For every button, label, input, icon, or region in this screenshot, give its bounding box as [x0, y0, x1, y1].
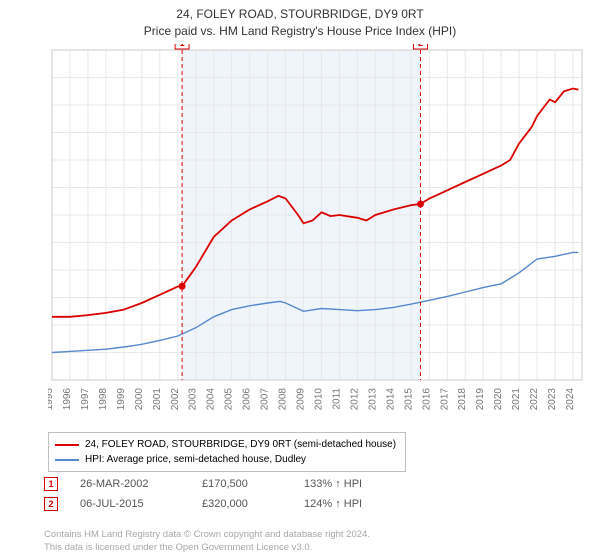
legend-swatch	[55, 459, 79, 461]
title-block: 24, FOLEY ROAD, STOURBRIDGE, DY9 0RT Pri…	[0, 0, 600, 40]
legend: 24, FOLEY ROAD, STOURBRIDGE, DY9 0RT (se…	[48, 432, 406, 472]
legend-swatch	[55, 444, 79, 446]
footer-note: Contains HM Land Registry data © Crown c…	[44, 529, 370, 554]
sales-row: 1 26-MAR-2002 £170,500 133% ↑ HPI	[44, 474, 404, 494]
svg-text:1995: 1995	[48, 388, 55, 411]
legend-item: HPI: Average price, semi-detached house,…	[55, 452, 399, 467]
svg-text:1996: 1996	[62, 388, 73, 411]
svg-text:2020: 2020	[493, 388, 504, 411]
footer-line2: This data is licensed under the Open Gov…	[44, 542, 370, 554]
svg-text:1998: 1998	[98, 388, 109, 411]
legend-label: 24, FOLEY ROAD, STOURBRIDGE, DY9 0RT (se…	[85, 437, 396, 452]
sale-price: £170,500	[202, 478, 282, 490]
svg-text:2008: 2008	[278, 388, 289, 411]
sale-date: 26-MAR-2002	[80, 478, 180, 490]
svg-text:2007: 2007	[260, 388, 271, 411]
svg-text:2017: 2017	[439, 388, 450, 411]
sale-badge-icon: 2	[44, 497, 58, 511]
svg-text:2006: 2006	[242, 388, 253, 411]
title-line1: 24, FOLEY ROAD, STOURBRIDGE, DY9 0RT	[0, 6, 600, 23]
svg-text:2011: 2011	[331, 388, 342, 410]
svg-text:1997: 1997	[80, 388, 91, 411]
svg-text:1: 1	[180, 44, 185, 48]
chart-svg: £0£50K£100K£150K£200K£250K£300K£350K£400…	[48, 44, 588, 424]
sale-badge-icon: 1	[44, 477, 58, 491]
svg-text:2012: 2012	[349, 388, 360, 411]
svg-text:2019: 2019	[475, 388, 486, 411]
svg-text:2023: 2023	[547, 388, 558, 411]
legend-label: HPI: Average price, semi-detached house,…	[85, 452, 306, 467]
svg-text:2021: 2021	[511, 388, 522, 411]
svg-text:2015: 2015	[403, 388, 414, 411]
chart-container: 24, FOLEY ROAD, STOURBRIDGE, DY9 0RT Pri…	[0, 0, 600, 560]
svg-text:2005: 2005	[224, 388, 235, 411]
sale-price: £320,000	[202, 498, 282, 510]
svg-text:2004: 2004	[206, 388, 217, 411]
svg-text:2022: 2022	[529, 388, 540, 411]
sale-date: 06-JUL-2015	[80, 498, 180, 510]
legend-item: 24, FOLEY ROAD, STOURBRIDGE, DY9 0RT (se…	[55, 437, 399, 452]
svg-text:2018: 2018	[457, 388, 468, 411]
footer-line1: Contains HM Land Registry data © Crown c…	[44, 529, 370, 541]
svg-text:2016: 2016	[421, 388, 432, 411]
title-line2: Price paid vs. HM Land Registry's House …	[0, 23, 600, 40]
sales-table: 1 26-MAR-2002 £170,500 133% ↑ HPI 2 06-J…	[44, 474, 404, 514]
svg-text:2013: 2013	[367, 388, 378, 411]
svg-text:2000: 2000	[134, 388, 145, 411]
sale-hpi: 133% ↑ HPI	[304, 478, 404, 490]
svg-text:2024: 2024	[565, 388, 576, 411]
svg-text:1999: 1999	[116, 388, 127, 411]
chart-area: £0£50K£100K£150K£200K£250K£300K£350K£400…	[48, 44, 588, 424]
svg-text:2001: 2001	[152, 388, 163, 411]
svg-text:2010: 2010	[313, 388, 324, 411]
sales-row: 2 06-JUL-2015 £320,000 124% ↑ HPI	[44, 494, 404, 514]
svg-text:2: 2	[418, 44, 423, 48]
svg-text:2014: 2014	[385, 388, 396, 411]
svg-text:2002: 2002	[170, 388, 181, 411]
sale-hpi: 124% ↑ HPI	[304, 498, 404, 510]
svg-text:2009: 2009	[296, 388, 307, 411]
svg-text:2003: 2003	[188, 388, 199, 411]
